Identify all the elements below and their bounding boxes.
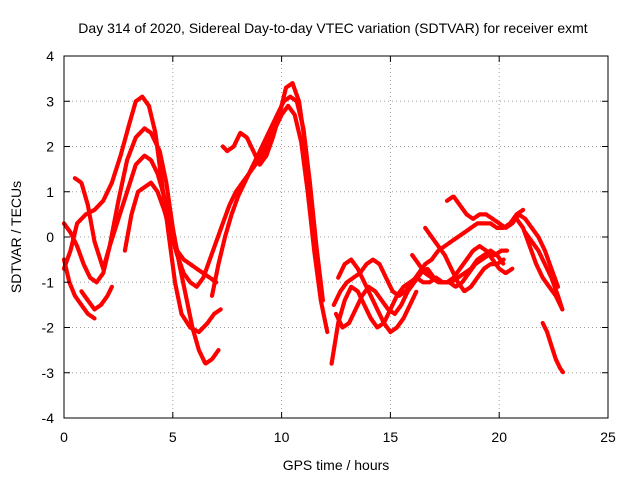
x-tick-label: 0 — [60, 429, 68, 445]
series-arc-d — [72, 126, 221, 366]
series-arc-g — [209, 94, 325, 303]
series-arc-j — [331, 207, 526, 307]
series-arc-b — [61, 153, 219, 285]
series-group — [61, 81, 566, 375]
series-arc-c — [61, 257, 97, 321]
axis-ticks: 0 5 10 15 20 25 -4 -3 -2 -1 0 1 2 3 4 — [42, 48, 616, 445]
y-tick-label: -4 — [42, 410, 55, 426]
x-tick-label: 25 — [600, 429, 616, 445]
x-tick-label: 5 — [169, 429, 177, 445]
series-arc-l — [336, 257, 419, 335]
series-arc-q — [523, 230, 565, 312]
series-arc-n — [423, 225, 506, 294]
series-arc-r — [540, 320, 566, 375]
y-tick-label: 0 — [46, 229, 54, 245]
series-arc-h — [220, 81, 321, 276]
y-tick-label: 1 — [46, 184, 54, 200]
y-tick-label: 2 — [46, 139, 54, 155]
y-tick-label: 3 — [46, 93, 54, 109]
y-tick-label: -1 — [42, 274, 55, 290]
y-axis-label: SDTVAR / TECUs — [8, 181, 24, 293]
series-arc-o — [444, 194, 561, 289]
y-tick-label: 4 — [46, 48, 54, 64]
x-tick-label: 20 — [491, 429, 507, 445]
y-tick-label: -3 — [42, 365, 55, 381]
x-tick-label: 15 — [383, 429, 399, 445]
series-arc-f — [122, 103, 330, 335]
x-tick-label: 10 — [274, 429, 290, 445]
series-arc-e — [79, 284, 114, 312]
chart-title: Day 314 of 2020, Sidereal Day-to-day VTE… — [78, 20, 587, 36]
y-tick-label: -2 — [42, 320, 55, 336]
x-axis-label: GPS time / hours — [283, 457, 390, 473]
